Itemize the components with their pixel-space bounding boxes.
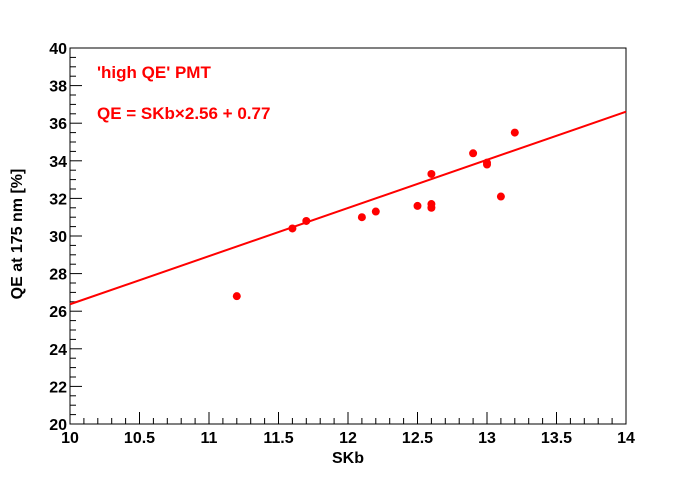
data-point: [413, 201, 422, 210]
y-tick-label: 38: [49, 79, 67, 96]
x-tick-label: 11: [201, 430, 218, 447]
data-point: [496, 192, 505, 201]
y-tick-label: 24: [49, 342, 67, 359]
y-tick-label: 22: [49, 379, 67, 396]
y-tick-label: 34: [49, 154, 67, 171]
data-point: [510, 128, 519, 137]
x-tick-label: 14: [617, 430, 635, 447]
annotation-fit-formula: QE = SKb×2.56 + 0.77: [97, 104, 270, 123]
y-tick-label: 40: [49, 41, 67, 58]
x-tick-label: 13.5: [541, 430, 572, 447]
y-axis: 20 22 24 26 28 30 32 34 36 38 40: [49, 41, 82, 434]
y-axis-title: QE at 175 nm [%]: [9, 169, 26, 300]
annotation-legend-label: 'high QE' PMT: [97, 63, 211, 82]
y-tick-label: 30: [49, 229, 67, 246]
x-tick-label: 12.5: [402, 430, 433, 447]
data-point: [427, 200, 436, 209]
data-point: [469, 149, 478, 158]
y-tick-label: 26: [49, 304, 67, 321]
data-point: [483, 158, 491, 167]
data-points: [232, 128, 519, 301]
y-tick-label: 20: [49, 417, 67, 434]
data-point: [232, 292, 241, 301]
y-tick-label: 28: [49, 267, 67, 284]
x-tick-label: 13: [478, 430, 496, 447]
data-point: [427, 169, 436, 178]
x-axis: 10 10.5 11 11.5 12 12.5 13 13.5 14: [61, 412, 635, 447]
data-point: [288, 224, 297, 233]
y-tick-label: 36: [49, 116, 67, 133]
x-tick-label: 10.5: [124, 430, 155, 447]
fit-line-layer: [69, 110, 627, 306]
data-point: [371, 207, 380, 216]
x-tick-label: 10: [61, 430, 79, 447]
data-point: [302, 216, 311, 225]
x-tick-label: 12: [339, 430, 357, 447]
x-tick-label: 11.5: [263, 430, 293, 447]
data-point: [357, 213, 366, 222]
y-tick-label: 32: [49, 191, 67, 208]
fit-line: [69, 110, 627, 306]
x-axis-title: SKb: [332, 450, 364, 467]
